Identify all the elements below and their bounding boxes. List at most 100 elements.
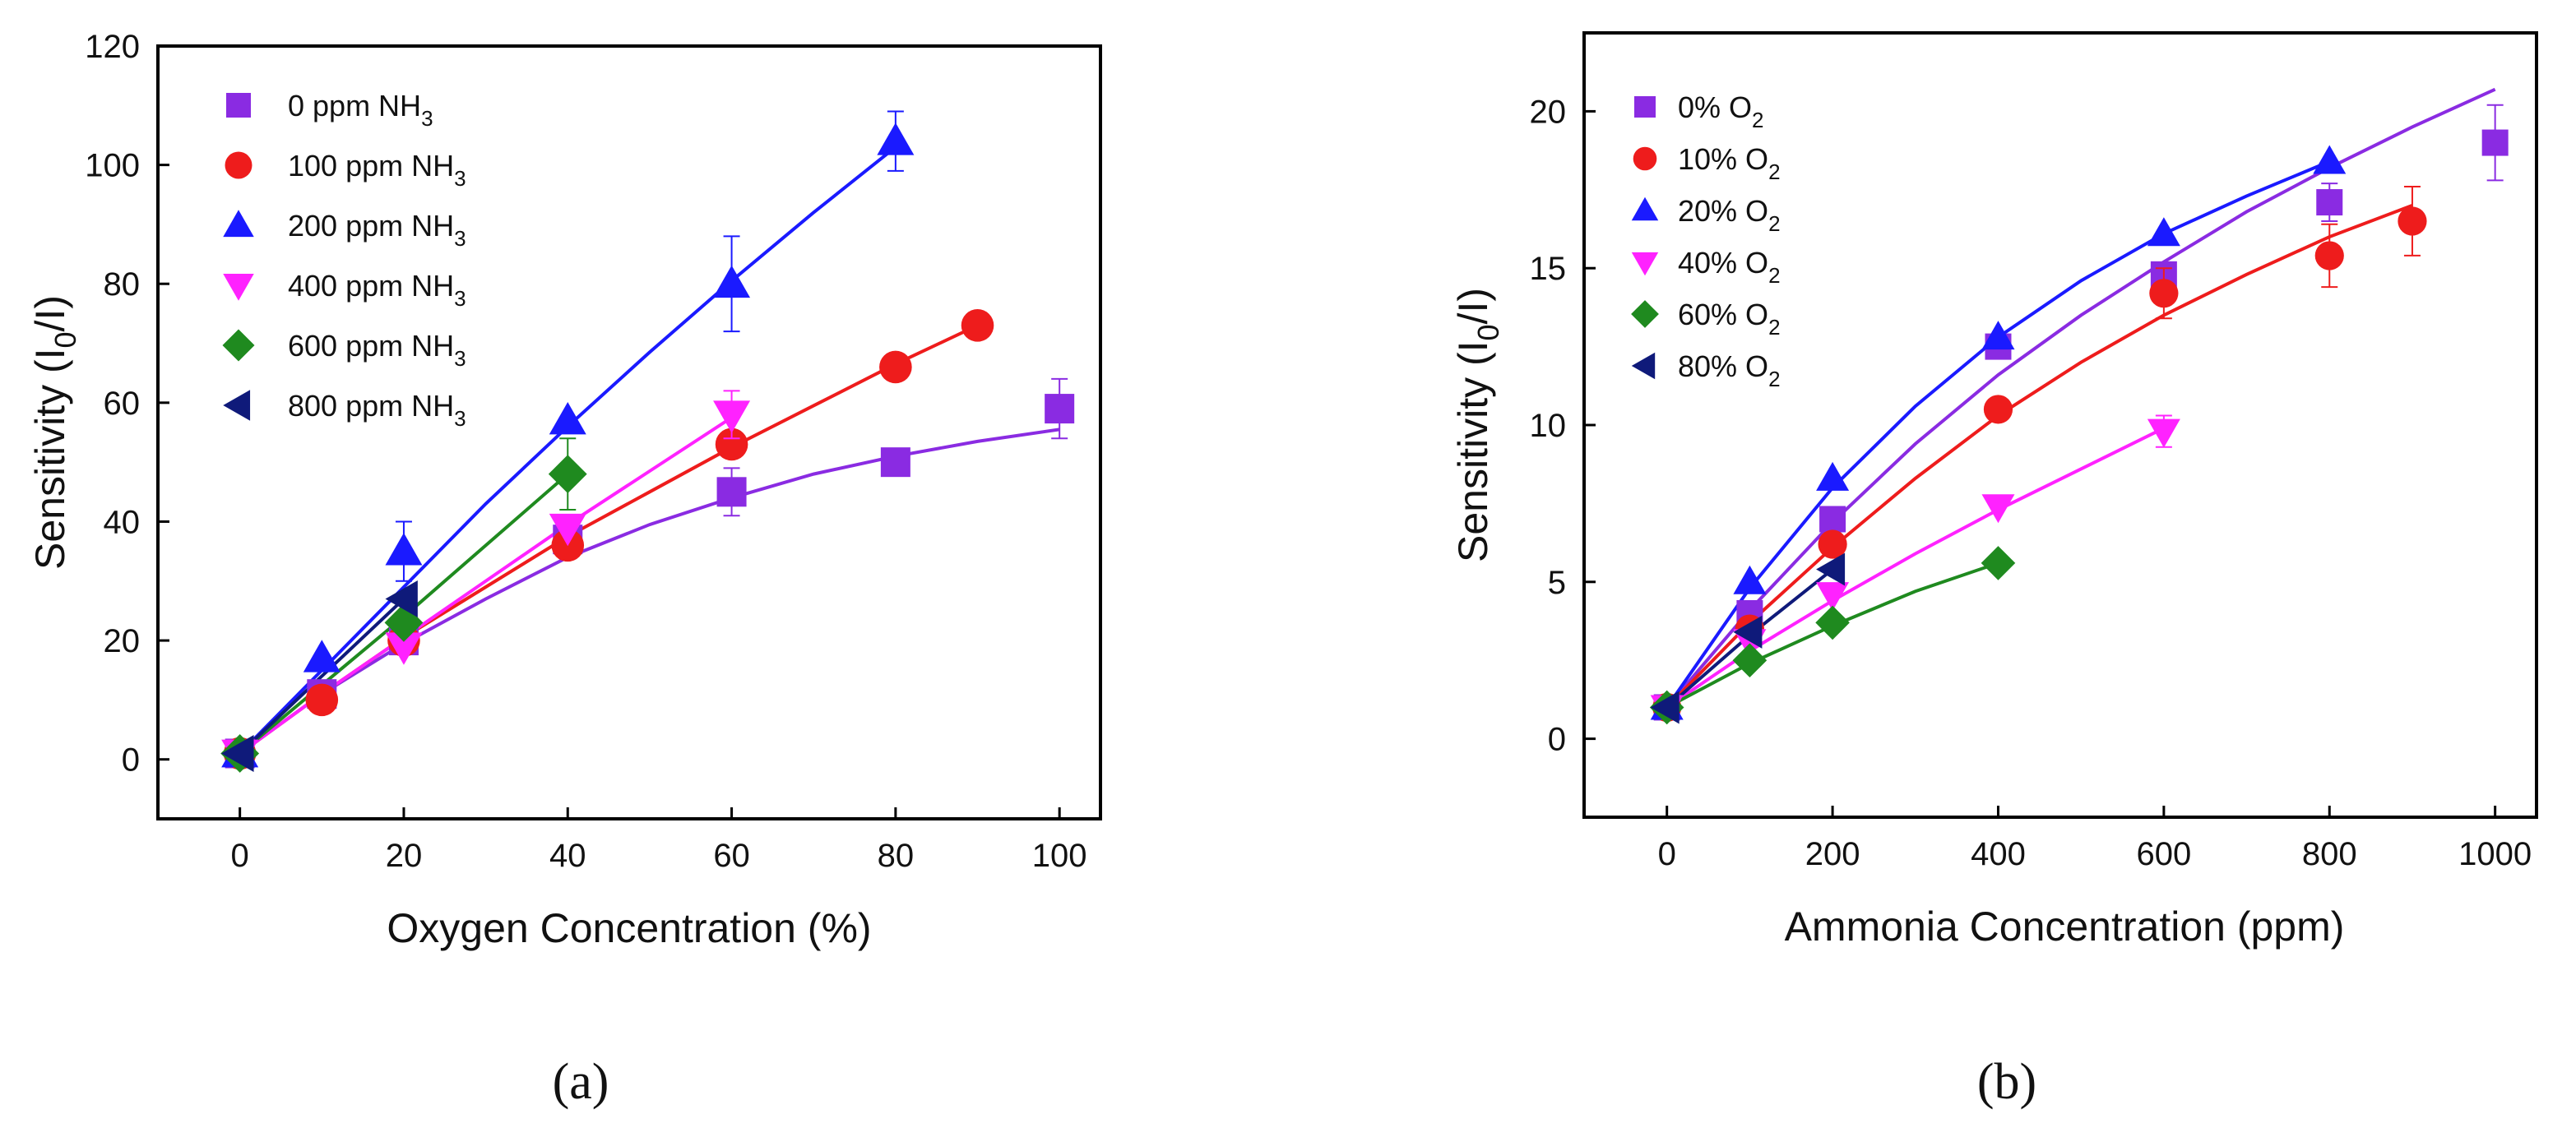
panel-a-data-point-s0 [716, 477, 747, 507]
panel-a-ticks: 0 20 40 60 80 100 0 20 40 60 80 100 120 [85, 29, 1086, 874]
panel-b-legend-label-3: 40% O2 [1678, 246, 1781, 288]
panel-b-legend-label-4: 60% O2 [1678, 298, 1781, 340]
panel-a-y-axis-label: Sensitivity (I0/I) [27, 295, 82, 570]
panel-a-legend-label-1: 100 ppm NH3 [288, 149, 466, 191]
panel-b-y-tick-label: 10 [1530, 408, 1567, 444]
panel-a-legend-label-5: 800 ppm NH3 [288, 389, 466, 431]
panel-b-data-point-s3 [1816, 582, 1850, 612]
panel-b-y-tick-label: 20 [1530, 94, 1567, 130]
panel-b-x-tick-label: 400 [1971, 836, 2026, 872]
panel-a-legend-label-2: 200 ppm NH3 [288, 209, 466, 251]
panel-a-legend-marker-4 [222, 329, 255, 362]
panel-b-y-tick-label: 0 [1548, 722, 1566, 758]
panel-b-legend-label-5: 80% O2 [1678, 349, 1781, 391]
panel-b-data-point-s1 [2149, 279, 2179, 308]
panel-b-x-tick-label: 0 [1658, 836, 1676, 872]
panel-b-y-axis-label: Sensitivity (I0/I) [1450, 288, 1505, 562]
panel-b-data-point-s4 [1981, 546, 2016, 580]
panel-a-y-tick-label: 40 [104, 504, 141, 540]
panel-a-legend-marker-2 [223, 210, 254, 238]
panel-a-data-point-s3 [713, 400, 751, 433]
panel-b-legend-marker-0 [1634, 96, 1656, 118]
panel-a-x-tick-label: 100 [1032, 838, 1087, 874]
panel-b-data-point-s2 [2313, 145, 2347, 174]
panel-a-data-point-s1 [305, 683, 339, 717]
panel-b-legend-marker-5 [1631, 352, 1656, 380]
panel-a-fit-line-0 [239, 428, 1060, 756]
panel-b-data-point-s1 [1818, 529, 1847, 559]
panel-b-x-tick-label: 200 [1805, 836, 1860, 872]
panel-a-data-point-s2 [385, 533, 423, 566]
panel-a-y-tick-label: 60 [104, 386, 141, 422]
panel-b-data-point-s4 [1815, 605, 1850, 640]
panel-b-data-point-s2 [1733, 565, 1767, 594]
panel-b-x-axis-label: Ammonia Concentration (ppm) [1785, 904, 2345, 950]
panel-a-x-tick-label: 80 [878, 838, 915, 874]
panel-b-data-point-s1 [2314, 241, 2344, 270]
panel-a-data-point-s2 [303, 640, 341, 672]
panel-b-legend-marker-1 [1633, 146, 1657, 171]
panel-b-data-point-s4 [1732, 643, 1768, 677]
panel-b-x-tick-label: 1000 [2458, 836, 2532, 872]
panel-b-chart: 0 200 400 600 800 1000 0 5 10 15 20 Ammonia Concen… [1450, 31, 2538, 1110]
panel-a-data-point-s4 [548, 455, 587, 494]
panel-a-data-point-s2 [877, 122, 915, 155]
panel-b-legend-marker-4 [1631, 300, 1659, 328]
panel-a-x-tick-label: 60 [713, 838, 750, 874]
panel-a-legend-marker-3 [223, 273, 254, 301]
panel-a-data-point-s1 [879, 350, 912, 384]
panel-b-data-point-s2 [1816, 461, 1850, 491]
panel-a-data-point-s0 [1045, 394, 1075, 424]
panel-a-y-tick-label: 20 [104, 623, 141, 659]
panel-b-legend-marker-2 [1631, 196, 1659, 221]
panel-a-legend-marker-1 [225, 151, 253, 179]
panel-a-legend-label-0: 0 ppm NH3 [288, 89, 433, 131]
panel-a-legend-marker-5 [223, 390, 251, 421]
panel-a-plot-frame [156, 44, 1102, 820]
panel-a-x-tick-label: 40 [549, 838, 586, 874]
panel-a-legend-label-4: 600 ppm NH3 [288, 329, 466, 371]
panel-a-y-tick-label: 80 [104, 266, 141, 303]
panel-b-data-point-s1 [1983, 395, 2013, 424]
panel-a-legend-label-3: 400 ppm NH3 [288, 269, 466, 311]
panel-b-legend-label-2: 20% O2 [1678, 194, 1781, 236]
panel-a-legend-marker-0 [226, 93, 251, 118]
panel-b-x-tick-label: 800 [2302, 836, 2357, 872]
panel-b-y-tick-label: 5 [1548, 565, 1566, 601]
panel-b-fit-line-0 [1666, 87, 2496, 709]
panel-b-data-point-s1 [2398, 206, 2427, 236]
panel-b-fit-line-1 [1666, 204, 2413, 709]
panel-b-data-point-s0 [2316, 189, 2343, 216]
panel-b-legend-label-0: 0% O2 [1678, 90, 1764, 132]
panel-a-data-point-s1 [961, 309, 994, 342]
panel-b-x-tick-label: 600 [2136, 836, 2191, 872]
panel-b-data-point-s5 [1650, 691, 1679, 724]
panel-b-series-layer [1649, 87, 2509, 725]
panel-a-y-tick-label: 0 [122, 742, 140, 779]
panel-a-legend: 0 ppm NH3 100 ppm NH3 200 ppm NH3 400 ppm N… [222, 89, 466, 431]
panel-b-data-point-s3 [2147, 418, 2180, 448]
panel-a-x-tick-label: 0 [231, 838, 249, 874]
panel-a-fit-line-5 [239, 598, 405, 755]
panel-b-data-point-s5 [1816, 552, 1846, 586]
panel-a-x-axis-label: Oxygen Concentration (%) [387, 905, 871, 951]
panel-a-data-point-s2 [713, 265, 751, 298]
panel-b-legend-marker-3 [1631, 252, 1659, 276]
panel-b-legend: 0% O2 10% O2 20% O2 40% O2 60% O2 80% O2 [1631, 90, 1781, 391]
panel-b-fit-line-2 [1666, 159, 2331, 709]
panel-a-data-point-s2 [549, 402, 586, 435]
panel-a-data-point-s3 [385, 632, 423, 665]
panel-a-y-tick-label: 120 [85, 29, 140, 65]
panel-a-data-point-s1 [715, 428, 748, 461]
panel-b-data-point-s2 [2147, 217, 2180, 247]
panel-b-data-point-s5 [1733, 615, 1763, 649]
panel-a-data-point-s0 [880, 447, 910, 478]
panel-b-data-point-s0 [2481, 129, 2509, 156]
panel-a-data-point-s5 [221, 734, 254, 772]
panel-a-data-point-s3 [549, 513, 586, 547]
panel-b-data-point-s0 [1819, 506, 1846, 533]
panel-b-ticks: 0 200 400 600 800 1000 0 5 10 15 20 [1530, 94, 2532, 872]
panel-b-data-point-s3 [1981, 494, 2015, 524]
panel-a-data-point-s5 [385, 580, 418, 617]
